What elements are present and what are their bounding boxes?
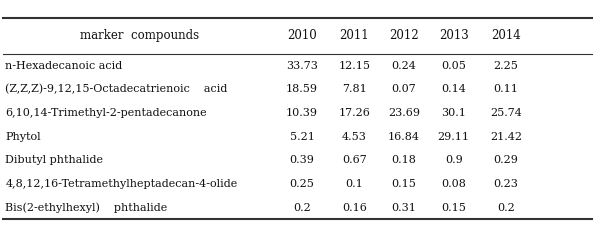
Text: 33.73: 33.73 <box>286 61 318 71</box>
Text: 2010: 2010 <box>287 29 317 43</box>
Text: 0.05: 0.05 <box>441 61 466 71</box>
Text: 29.11: 29.11 <box>438 132 469 142</box>
Text: 0.23: 0.23 <box>494 179 518 189</box>
Text: 17.26: 17.26 <box>339 108 370 118</box>
Text: Phytol: Phytol <box>5 132 41 142</box>
Text: 2013: 2013 <box>439 29 469 43</box>
Text: marker  compounds: marker compounds <box>80 29 199 43</box>
Text: 21.42: 21.42 <box>490 132 522 142</box>
Text: 23.69: 23.69 <box>388 108 420 118</box>
Text: 6,10,14-Trimethyl-2-pentadecanone: 6,10,14-Trimethyl-2-pentadecanone <box>5 108 207 118</box>
Text: 16.84: 16.84 <box>388 132 420 142</box>
Text: 0.25: 0.25 <box>290 179 314 189</box>
Text: 4,8,12,16-Tetramethylheptadecan-4-olide: 4,8,12,16-Tetramethylheptadecan-4-olide <box>5 179 237 189</box>
Text: 0.31: 0.31 <box>392 202 416 213</box>
Text: 25.74: 25.74 <box>490 108 522 118</box>
Text: 0.15: 0.15 <box>392 179 416 189</box>
Text: 0.18: 0.18 <box>392 155 416 165</box>
Text: 2011: 2011 <box>340 29 369 43</box>
Text: 0.29: 0.29 <box>494 155 518 165</box>
Text: (Z,Z,Z)-9,12,15-Octadecatrienoic    acid: (Z,Z,Z)-9,12,15-Octadecatrienoic acid <box>5 84 228 94</box>
Text: 2014: 2014 <box>491 29 521 43</box>
Text: 0.24: 0.24 <box>392 61 416 71</box>
Text: 0.2: 0.2 <box>293 202 311 213</box>
Text: 0.16: 0.16 <box>342 202 367 213</box>
Text: 0.07: 0.07 <box>392 84 416 94</box>
Text: 2.25: 2.25 <box>494 61 518 71</box>
Text: 0.14: 0.14 <box>441 84 466 94</box>
Text: 0.9: 0.9 <box>445 155 462 165</box>
Text: 0.39: 0.39 <box>290 155 314 165</box>
Text: Dibutyl phthalide: Dibutyl phthalide <box>5 155 104 165</box>
Text: 18.59: 18.59 <box>286 84 318 94</box>
Text: 0.15: 0.15 <box>441 202 466 213</box>
Text: Bis(2-ethylhexyl)    phthalide: Bis(2-ethylhexyl) phthalide <box>5 202 168 213</box>
Text: 5.21: 5.21 <box>290 132 314 142</box>
Text: 4.53: 4.53 <box>342 132 367 142</box>
Text: 0.67: 0.67 <box>342 155 367 165</box>
Text: 2012: 2012 <box>389 29 419 43</box>
Text: 7.81: 7.81 <box>342 84 367 94</box>
Text: n-Hexadecanoic acid: n-Hexadecanoic acid <box>5 61 123 71</box>
Text: 0.1: 0.1 <box>346 179 363 189</box>
Text: 0.08: 0.08 <box>441 179 466 189</box>
Text: 10.39: 10.39 <box>286 108 318 118</box>
Text: 30.1: 30.1 <box>441 108 466 118</box>
Text: 0.11: 0.11 <box>494 84 518 94</box>
Text: 0.2: 0.2 <box>497 202 515 213</box>
Text: 12.15: 12.15 <box>339 61 370 71</box>
